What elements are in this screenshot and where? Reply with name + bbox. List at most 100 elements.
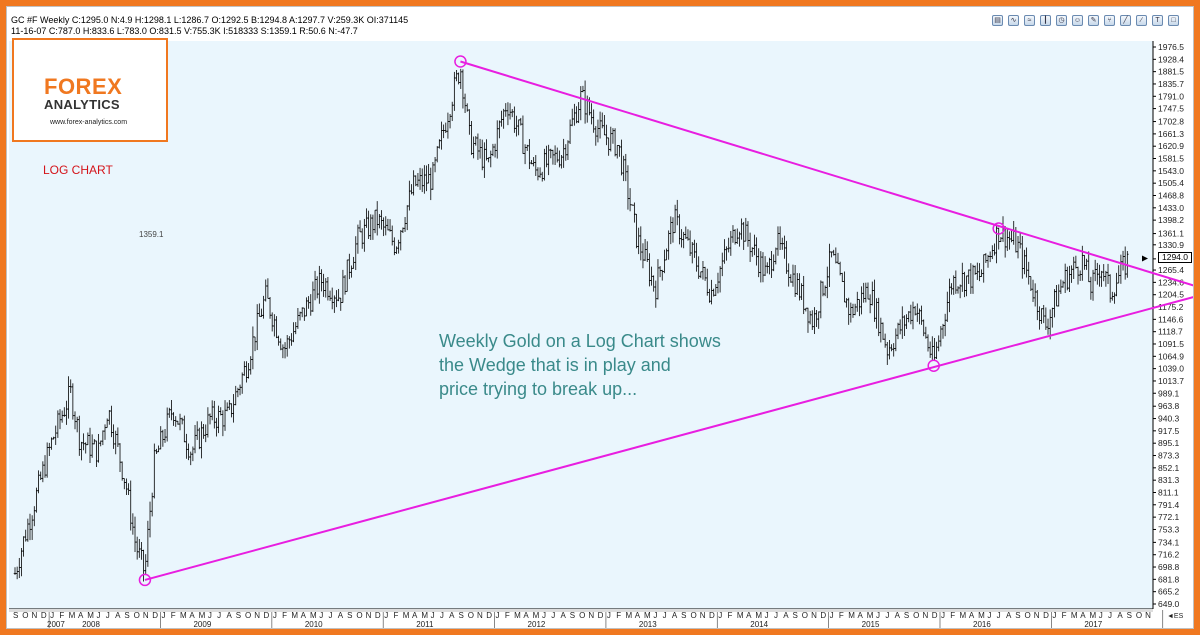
ohlc-bar [920, 305, 923, 325]
ohlc-bar [922, 319, 926, 337]
ohlc-bar [500, 110, 503, 127]
x-month-label: D [264, 611, 270, 620]
pivot-marker [138, 573, 152, 587]
ohlc-bar [815, 309, 818, 328]
ohlc-bar [1098, 264, 1101, 287]
face-icon[interactable]: ☺ [1072, 14, 1083, 26]
ohlc-bar [30, 515, 34, 540]
x-month-label: J [1052, 611, 1056, 620]
ohlc-bar [892, 343, 896, 357]
ohlc-bar [474, 136, 478, 146]
last-price-badge: 1294.0 [1158, 252, 1192, 264]
ohlc-bar [15, 566, 19, 580]
text-icon[interactable]: T [1152, 14, 1163, 26]
ohlc-bar [354, 236, 358, 271]
fan-icon[interactable]: ╱ [1120, 14, 1131, 26]
ohlc-bar [538, 167, 542, 178]
ohlc-bar [69, 379, 73, 393]
annotation-line-2: the Wedge that is in play and [439, 355, 671, 375]
ohlc-bar [442, 124, 445, 139]
x-month-label: D [709, 611, 715, 620]
ohlc-bar [804, 307, 808, 312]
ohlc-bar [88, 427, 92, 463]
y-tick-label: 811.1 [1158, 487, 1179, 497]
ohlc-bar [969, 263, 973, 294]
y-tick-label: 1881.5 [1158, 67, 1184, 77]
ohlc-bar [695, 242, 698, 272]
x-month-label: M [644, 611, 651, 620]
ohlc-bar [251, 326, 255, 370]
y-tick-label: 1976.5 [1158, 42, 1184, 52]
x-year-label: 2009 [193, 620, 211, 629]
ohlc-bar [1044, 307, 1048, 330]
x-month-label: J [542, 611, 546, 620]
plot-area[interactable] [9, 41, 1153, 609]
ohlc-bar [911, 301, 915, 330]
x-month-label: D [41, 611, 47, 620]
x-month-label: F [282, 611, 287, 620]
x-month-label: A [969, 611, 975, 620]
ohlc-bar [1023, 249, 1026, 275]
fork-icon[interactable]: ⑂ [1104, 14, 1115, 26]
ohlc-bar [108, 410, 111, 425]
y-tick-label: 1620.9 [1158, 141, 1184, 151]
ohlc-bar [868, 294, 872, 314]
candle-icon[interactable]: ┃ [1040, 14, 1051, 26]
pencil-icon[interactable]: ✎ [1088, 14, 1099, 26]
ohlc-bar [35, 487, 38, 513]
ohlc-bar [418, 167, 422, 190]
ohlc-bar [1036, 289, 1039, 321]
x-month-label: A [672, 611, 678, 620]
ohlc-bar [705, 268, 709, 296]
y-tick-label: 716.2 [1158, 550, 1180, 560]
x-month-label: N [700, 611, 706, 620]
x-month-label: O [690, 611, 696, 620]
ohlc-bar [958, 284, 962, 299]
y-tick-label: 852.1 [1158, 463, 1180, 473]
clock-icon[interactable]: ◷ [1056, 14, 1067, 26]
ohlc-bar [967, 269, 971, 284]
x-month-label: D [598, 611, 604, 620]
ohlc-bar [783, 235, 786, 259]
rainbow-icon[interactable]: ≈ [1024, 14, 1035, 26]
ohlc-bar [82, 433, 85, 451]
chart-icon[interactable]: ▤ [992, 14, 1003, 26]
ohlc-bar [386, 218, 390, 231]
ohlc-bar [701, 261, 705, 280]
wave-icon[interactable]: ∿ [1008, 14, 1019, 26]
ohlc-bar [819, 280, 823, 319]
ohlc-bar [232, 394, 235, 423]
ohlc-bar [551, 149, 555, 165]
y-tick-label: 1661.3 [1158, 129, 1184, 139]
ohlc-bar [373, 209, 377, 234]
panel-icon[interactable]: □ [1168, 14, 1179, 26]
ohlc-bar [294, 322, 298, 335]
ohlc-bar [1055, 285, 1058, 307]
ohlc-bar [808, 310, 812, 325]
ohlc-bar [1042, 304, 1046, 324]
x-month-label: F [616, 611, 621, 620]
x-month-label: J [97, 611, 101, 620]
ohlc-bar [26, 518, 30, 542]
ohlc-bar [746, 221, 750, 247]
quote-info-line: GC #F Weekly C:1295.0 N:4.9 H:1298.1 L:1… [11, 15, 409, 25]
x-month-label: N [1145, 611, 1151, 620]
x-month-label: A [338, 611, 344, 620]
ohlc-bar [658, 266, 662, 278]
ohlc-bar [142, 549, 145, 582]
x-year-label: 2012 [528, 620, 546, 629]
x-month-label: J [329, 611, 333, 620]
ohlc-bar [234, 385, 238, 406]
ohlc-bar [185, 433, 188, 459]
line-icon[interactable]: ∕ [1136, 14, 1147, 26]
ohlc-bar [461, 69, 465, 109]
ohlc-bar [613, 128, 617, 157]
chart-annotation: Weekly Gold on a Log Chart shows the Wed… [439, 329, 799, 401]
ohlc-bar [945, 291, 949, 322]
time-scrollbar[interactable] [9, 609, 1153, 612]
ohlc-bar [935, 341, 938, 360]
ohlc-bar [358, 220, 362, 233]
ohlc-bar [708, 288, 711, 303]
x-month-label: D [486, 611, 492, 620]
ohlc-bar [1018, 232, 1022, 249]
